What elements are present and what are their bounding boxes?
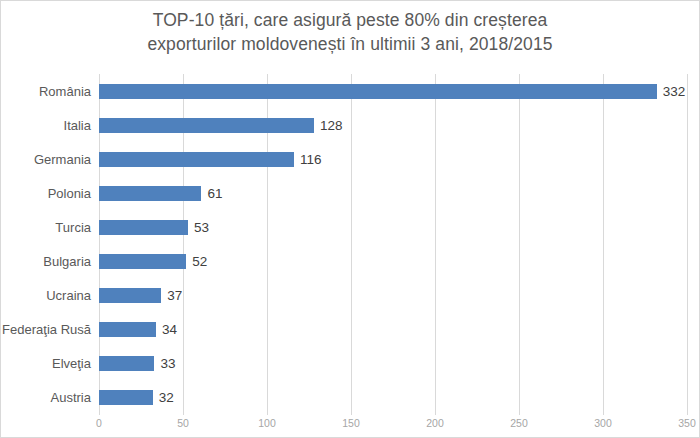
- bar-chart: TOP-10 țări, care asigură peste 80% din …: [0, 0, 700, 438]
- bar: [99, 288, 161, 303]
- bar: [99, 186, 201, 201]
- category-label: Ucraina: [46, 288, 91, 303]
- category-label: Bulgaria: [43, 254, 91, 269]
- bar-value-label: 37: [167, 288, 182, 303]
- category-label: Elveţia: [52, 356, 91, 371]
- category-label: Italia: [64, 118, 91, 133]
- bar-value-label: 116: [300, 152, 322, 167]
- bar-row: 37: [99, 279, 687, 313]
- category-row: Austria: [1, 381, 91, 415]
- bar-value-label: 52: [192, 254, 207, 269]
- category-label: Federaţia Rusă: [2, 322, 91, 337]
- bar-value-label: 33: [160, 356, 175, 371]
- category-axis: România Italia Germania Polonia Turcia Bulgar…: [1, 74, 91, 415]
- value-axis: 050100150200250300350: [99, 417, 687, 433]
- bar-row: 61: [99, 176, 687, 210]
- bar-value-label: 32: [159, 390, 174, 405]
- bar-row: 34: [99, 313, 687, 347]
- bar-row: 32: [99, 381, 687, 415]
- bar: [99, 254, 186, 269]
- x-axis-tick-label: 150: [342, 417, 360, 429]
- category-row: Elveţia: [1, 347, 91, 381]
- category-row: Ucraina: [1, 279, 91, 313]
- bar: [99, 356, 154, 371]
- bar: [99, 84, 657, 99]
- x-axis-tick-label: 50: [177, 417, 189, 429]
- category-row: Polonia: [1, 176, 91, 210]
- x-axis-tick-label: 300: [594, 417, 612, 429]
- category-label: Polonia: [48, 186, 91, 201]
- bar-value-label: 53: [194, 220, 209, 235]
- category-row: Federaţia Rusă: [1, 313, 91, 347]
- plot-area: 332 128 116 61 53 52 37 34 33 32: [99, 74, 687, 415]
- category-label: Turcia: [55, 220, 91, 235]
- x-axis-tick-label: 0: [96, 417, 102, 429]
- chart-title-line-1: TOP-10 țări, care asigură peste 80% din …: [1, 8, 699, 32]
- category-label: România: [39, 84, 91, 99]
- x-axis-tick-label: 100: [258, 417, 276, 429]
- bar-row: 332: [99, 74, 687, 108]
- bar: [99, 390, 153, 405]
- category-row: Italia: [1, 108, 91, 142]
- bar-row: 33: [99, 347, 687, 381]
- bar: [99, 152, 294, 167]
- bar-row: 128: [99, 108, 687, 142]
- bars-layer: 332 128 116 61 53 52 37 34 33 32: [99, 74, 687, 415]
- category-row: Germania: [1, 142, 91, 176]
- category-row: Bulgaria: [1, 244, 91, 278]
- category-row: Turcia: [1, 210, 91, 244]
- bar-value-label: 128: [320, 118, 343, 133]
- category-row: România: [1, 74, 91, 108]
- grid-line: [687, 74, 688, 415]
- category-label: Austria: [51, 390, 91, 405]
- category-label: Germania: [34, 152, 91, 167]
- bar: [99, 220, 188, 235]
- bar-value-label: 34: [162, 322, 177, 337]
- bar-row: 116: [99, 142, 687, 176]
- x-axis-tick-label: 350: [678, 417, 696, 429]
- chart-title: TOP-10 țări, care asigură peste 80% din …: [1, 8, 699, 56]
- bar-value-label: 332: [663, 84, 686, 99]
- bar: [99, 118, 314, 133]
- bar-row: 52: [99, 244, 687, 278]
- x-axis-tick-label: 250: [510, 417, 528, 429]
- x-axis-tick-label: 200: [426, 417, 444, 429]
- bar-value-label: 61: [207, 186, 222, 201]
- chart-title-line-2: exporturilor moldovenești în ultimii 3 a…: [1, 32, 699, 56]
- bar: [99, 322, 156, 337]
- bar-row: 53: [99, 210, 687, 244]
